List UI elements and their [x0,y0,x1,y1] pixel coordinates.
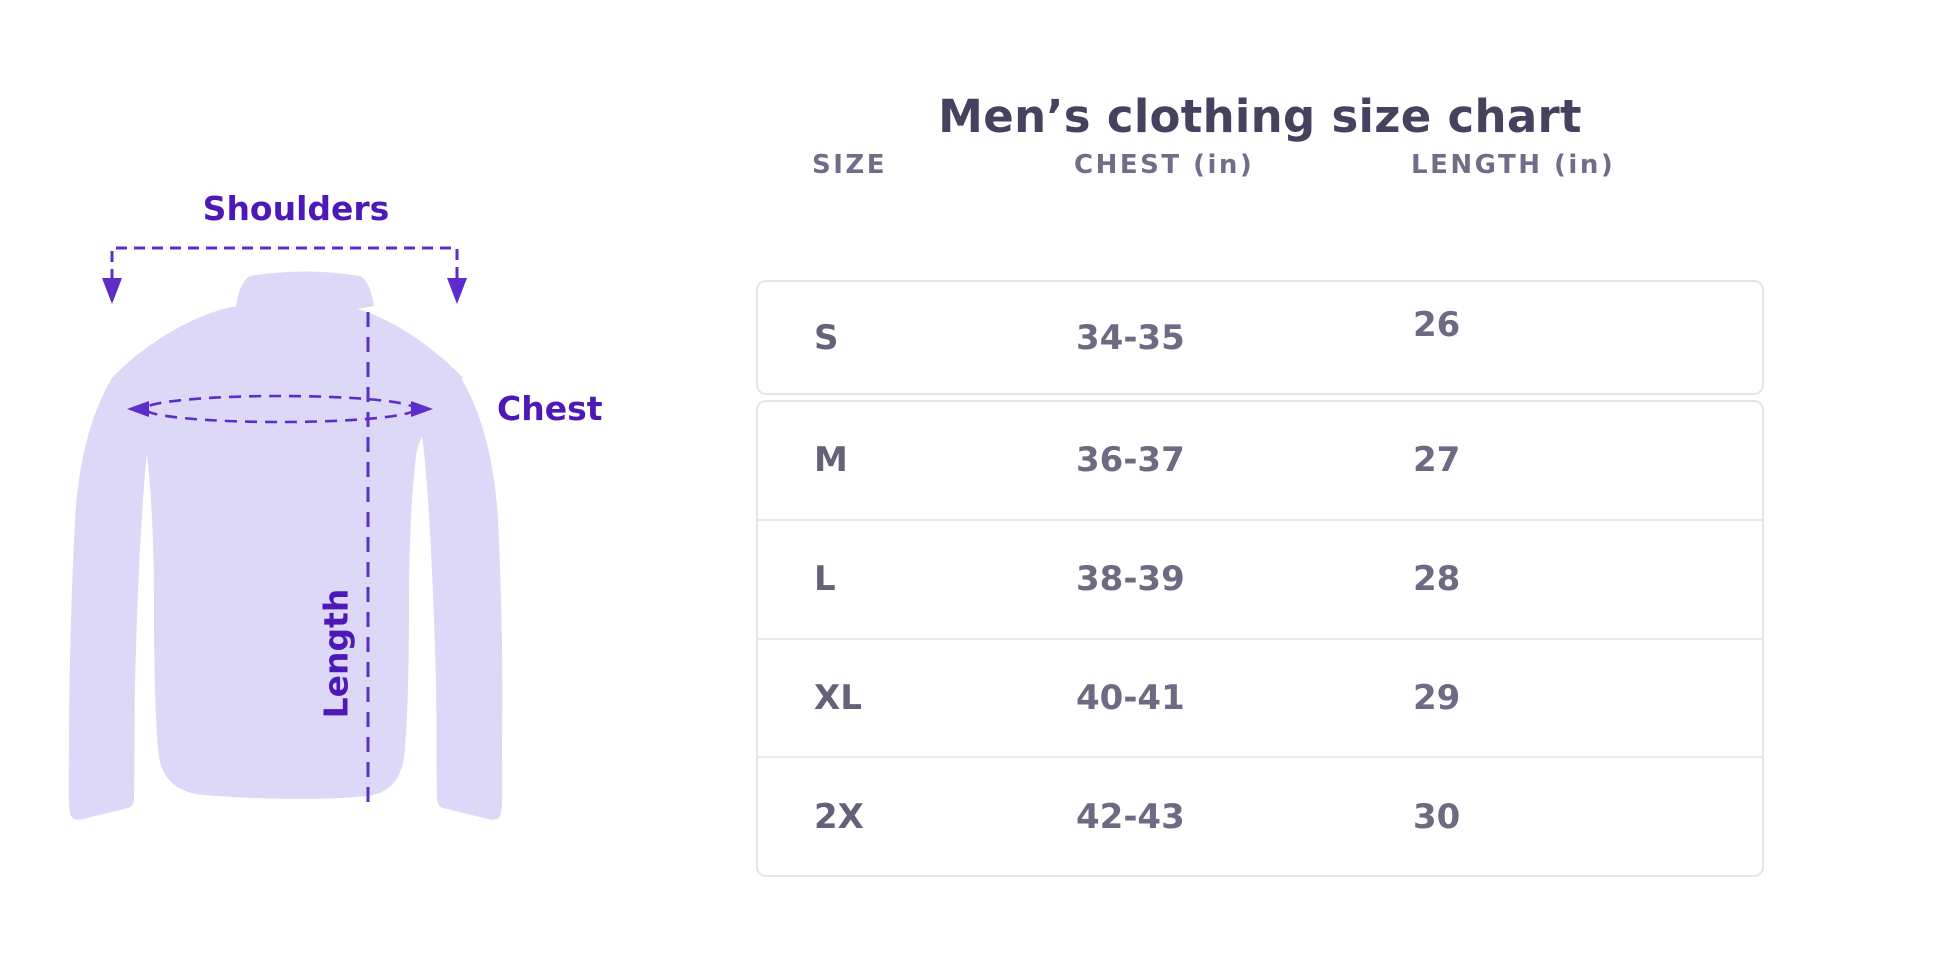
shirt-torso [112,302,463,799]
shoulders-arrow-left-icon [102,278,122,304]
shoulders-measure-bracket [110,246,459,280]
chest-arrow-right-icon [411,401,433,417]
chest-cell: 42-43 [1076,796,1185,837]
length-cell: 27 [1413,440,1461,481]
chest-label: Chest [497,389,603,428]
page-title: Men’s clothing size chart [938,90,1582,144]
table-row: M 36-37 27 [758,402,1762,519]
shoulders-label: Shoulders [202,189,390,228]
column-header-length: LENGTH (in) [1411,150,1616,180]
shirt-graphic [68,246,503,820]
shoulders-arrow-right-icon [447,278,467,304]
table-row: S 34-35 26 [756,280,1764,395]
chest-arrow-left-icon [127,401,149,417]
length-cell: 29 [1413,677,1461,718]
table-row: XL 40-41 29 [758,637,1762,757]
column-header-size: SIZE [812,150,888,180]
length-cell: 30 [1413,796,1461,837]
size-chart: Men’s clothing size chart SIZE CHEST (in… [756,0,1764,977]
column-header-chest: CHEST (in) [1074,150,1255,180]
chest-cell: 38-39 [1076,559,1185,600]
size-cell: XL [814,677,862,718]
size-cell: L [814,559,836,600]
chest-cell: 36-37 [1076,440,1185,481]
length-cell: 26 [1413,304,1461,345]
size-cell: M [814,440,848,481]
chest-cell: 34-35 [1076,317,1185,358]
shirt-right-sleeve [373,338,503,820]
size-cell: S [814,317,839,358]
table-header-row: SIZE CHEST (in) LENGTH (in) [756,150,1764,186]
shirt-collar [236,271,374,313]
table-row: 2X 42-43 30 [758,756,1762,875]
table-body: M 36-37 27 L 38-39 28 XL 40-41 29 2X 42-… [756,400,1764,877]
length-label: Length [316,588,356,719]
shirt-measurement-diagram: Shoulders Chest Length [0,0,700,977]
shirt-left-sleeve [68,338,198,820]
chest-cell: 40-41 [1076,677,1185,718]
size-cell: 2X [814,796,864,837]
length-cell: 28 [1413,559,1461,600]
table-row: L 38-39 28 [758,518,1762,638]
